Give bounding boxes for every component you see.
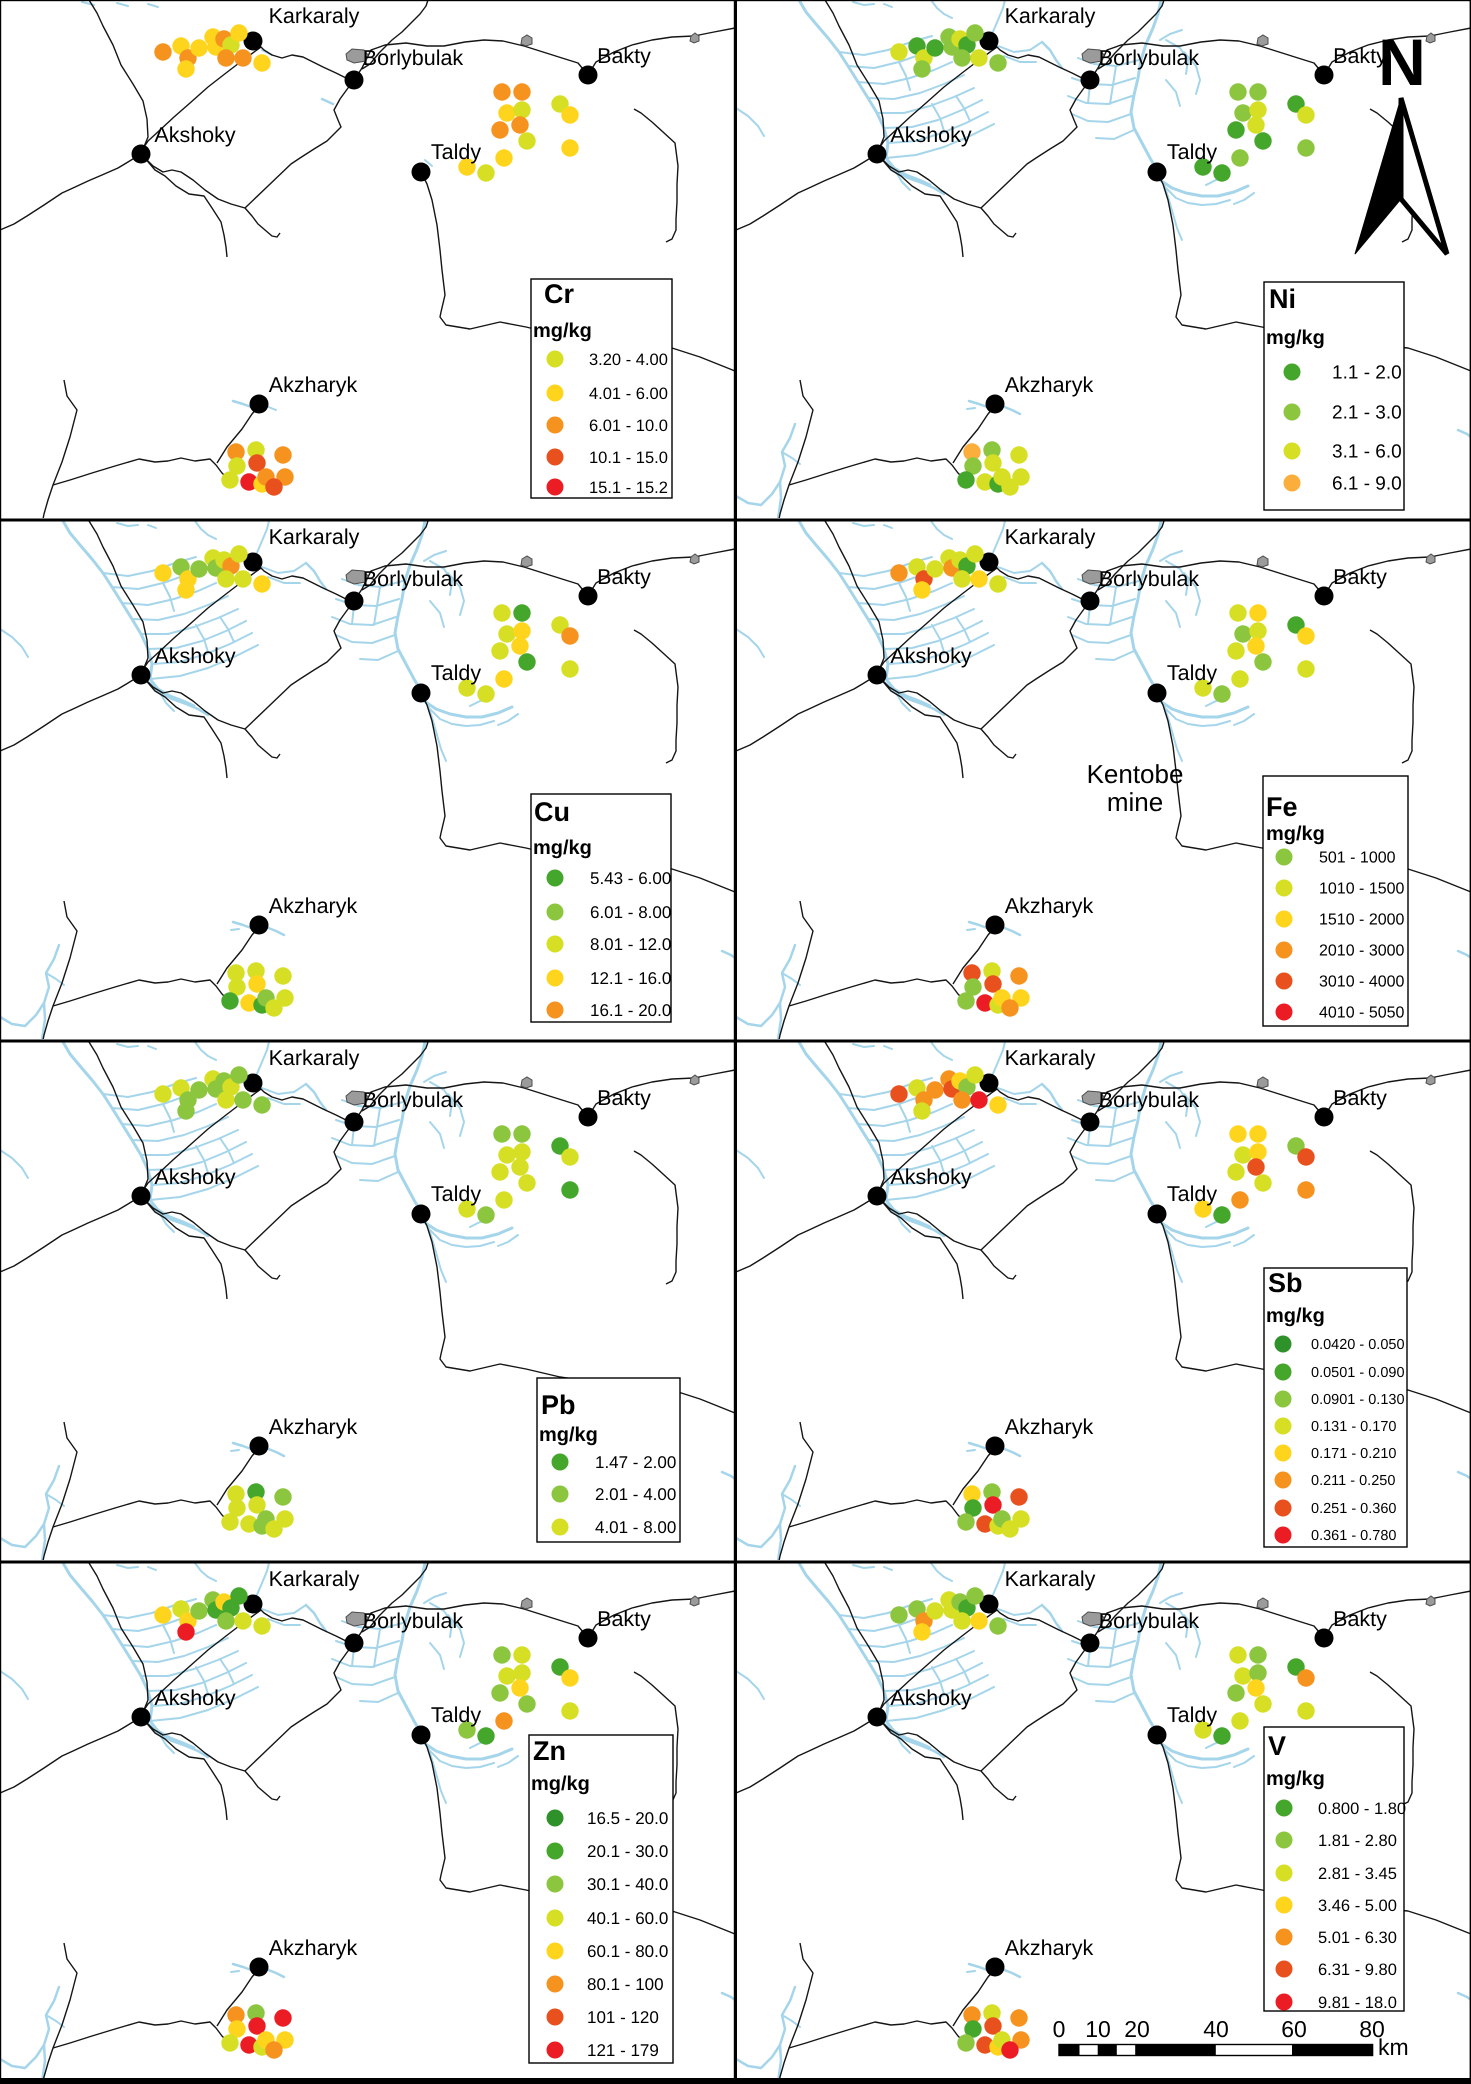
svg-text:mg/kg: mg/kg [539, 1424, 598, 1446]
svg-text:0.0901 - 0.130: 0.0901 - 0.130 [1311, 1392, 1405, 1408]
svg-text:12.1 - 16.0: 12.1 - 16.0 [590, 969, 671, 988]
svg-text:0.251 - 0.360: 0.251 - 0.360 [1311, 1501, 1396, 1517]
svg-text:4.01 - 8.00: 4.01 - 8.00 [595, 1518, 676, 1537]
svg-text:3.46 - 5.00: 3.46 - 5.00 [1318, 1897, 1397, 1915]
svg-text:mg/kg: mg/kg [533, 837, 592, 859]
svg-text:6.1 - 9.0: 6.1 - 9.0 [1332, 474, 1402, 495]
svg-text:Ni: Ni [1269, 284, 1296, 314]
svg-text:5.43 - 6.00: 5.43 - 6.00 [590, 869, 671, 888]
svg-text:80.1 - 100: 80.1 - 100 [587, 1975, 664, 1994]
svg-text:2.01 - 4.00: 2.01 - 4.00 [595, 1485, 676, 1504]
svg-text:N: N [1378, 25, 1426, 99]
svg-text:Cu: Cu [534, 797, 570, 827]
svg-text:0: 0 [1053, 2016, 1066, 2042]
svg-text:1510 - 2000: 1510 - 2000 [1319, 912, 1405, 929]
svg-text:mine: mine [1107, 787, 1163, 817]
svg-text:km: km [1378, 2034, 1409, 2060]
svg-text:Sb: Sb [1268, 1268, 1303, 1298]
svg-text:mg/kg: mg/kg [1266, 1768, 1325, 1790]
svg-text:20.1 - 30.0: 20.1 - 30.0 [587, 1842, 668, 1861]
svg-text:121 - 179: 121 - 179 [587, 2041, 659, 2060]
svg-text:Fe: Fe [1266, 792, 1298, 822]
svg-text:0.211 - 0.250: 0.211 - 0.250 [1311, 1473, 1395, 1489]
svg-text:10.1 - 15.0: 10.1 - 15.0 [589, 449, 668, 467]
svg-text:40: 40 [1203, 2016, 1229, 2042]
svg-text:80: 80 [1359, 2016, 1385, 2042]
svg-text:0.361 - 0.780: 0.361 - 0.780 [1311, 1528, 1396, 1544]
svg-text:9.81 - 18.0: 9.81 - 18.0 [1318, 1994, 1397, 2012]
svg-text:40.1 - 60.0: 40.1 - 60.0 [587, 1909, 668, 1928]
svg-text:2.1 - 3.0: 2.1 - 3.0 [1332, 403, 1402, 424]
svg-text:8.01 - 12.0: 8.01 - 12.0 [590, 935, 671, 954]
svg-text:0.171 - 0.210: 0.171 - 0.210 [1311, 1446, 1396, 1462]
svg-text:2.81 - 3.45: 2.81 - 3.45 [1318, 1865, 1397, 1883]
svg-text:1.81 - 2.80: 1.81 - 2.80 [1318, 1832, 1397, 1850]
svg-text:mg/kg: mg/kg [1266, 823, 1325, 845]
svg-text:6.31 - 9.80: 6.31 - 9.80 [1318, 1961, 1397, 1979]
svg-text:30.1 - 40.0: 30.1 - 40.0 [587, 1875, 668, 1894]
svg-text:1010 - 1500: 1010 - 1500 [1319, 881, 1405, 898]
svg-text:3.20 - 4.00: 3.20 - 4.00 [589, 351, 668, 369]
svg-text:4010 - 5050: 4010 - 5050 [1319, 1005, 1405, 1022]
svg-text:5.01 - 6.30: 5.01 - 6.30 [1318, 1929, 1397, 1947]
svg-text:mg/kg: mg/kg [531, 1773, 590, 1795]
svg-text:0.0420 - 0.050: 0.0420 - 0.050 [1311, 1337, 1405, 1353]
svg-text:3.1 - 6.0: 3.1 - 6.0 [1332, 442, 1402, 463]
svg-text:mg/kg: mg/kg [1266, 327, 1325, 349]
svg-text:Cr: Cr [544, 279, 574, 309]
svg-text:mg/kg: mg/kg [1266, 1305, 1325, 1327]
svg-text:mg/kg: mg/kg [533, 320, 592, 342]
svg-text:16.1 - 20.0: 16.1 - 20.0 [590, 1001, 671, 1020]
svg-text:0.800 - 1.80: 0.800 - 1.80 [1318, 1800, 1406, 1818]
svg-text:16.5 - 20.0: 16.5 - 20.0 [587, 1809, 668, 1828]
svg-text:0.0501 - 0.090: 0.0501 - 0.090 [1311, 1365, 1405, 1381]
svg-text:60: 60 [1281, 2016, 1307, 2042]
svg-text:15.1 - 15.2: 15.1 - 15.2 [589, 479, 668, 497]
svg-text:101 - 120: 101 - 120 [587, 2008, 659, 2027]
svg-text:2010 - 3000: 2010 - 3000 [1319, 943, 1405, 960]
svg-text:60.1 - 80.0: 60.1 - 80.0 [587, 1942, 668, 1961]
svg-text:Pb: Pb [541, 1390, 576, 1420]
svg-text:20: 20 [1124, 2016, 1150, 2042]
svg-text:6.01 - 10.0: 6.01 - 10.0 [589, 417, 668, 435]
svg-text:Kentobe: Kentobe [1087, 759, 1184, 789]
svg-text:501 - 1000: 501 - 1000 [1319, 850, 1396, 867]
svg-text:0.131 - 0.170: 0.131 - 0.170 [1311, 1419, 1396, 1435]
svg-text:10: 10 [1085, 2016, 1111, 2042]
svg-text:6.01 - 8.00: 6.01 - 8.00 [590, 903, 671, 922]
svg-text:3010 - 4000: 3010 - 4000 [1319, 974, 1405, 991]
svg-text:V: V [1268, 1731, 1286, 1761]
svg-text:Zn: Zn [533, 1736, 566, 1766]
svg-text:4.01 - 6.00: 4.01 - 6.00 [589, 385, 668, 403]
svg-text:1.47 - 2.00: 1.47 - 2.00 [595, 1453, 676, 1472]
svg-text:1.1 - 2.0: 1.1 - 2.0 [1332, 363, 1402, 384]
